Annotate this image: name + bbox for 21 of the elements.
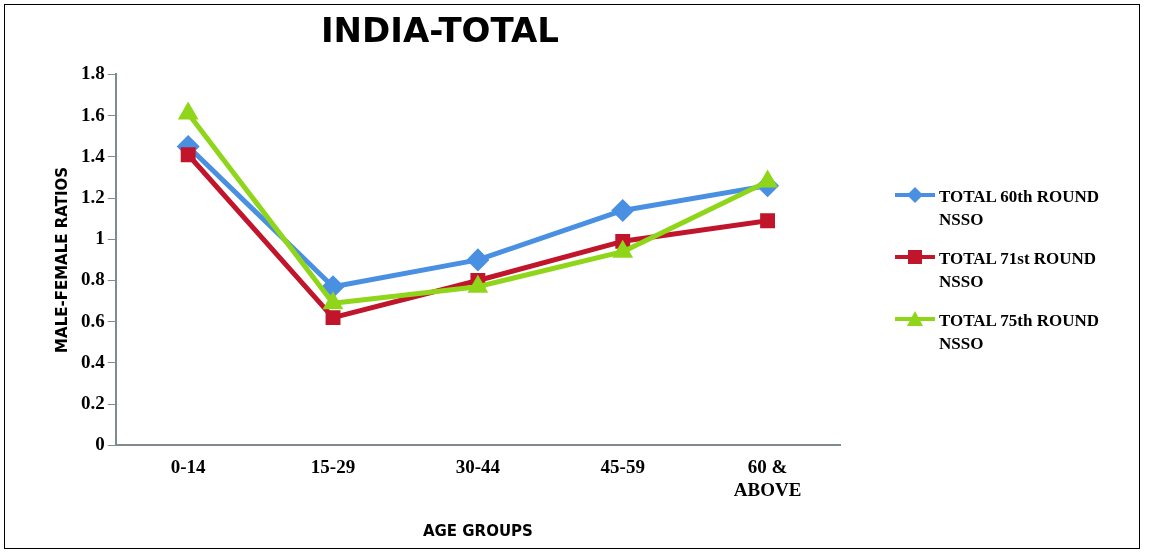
y-tick-label: 0.2 bbox=[81, 392, 105, 414]
y-tick-label: 0 bbox=[95, 433, 105, 455]
chart-title: INDIA-TOTAL bbox=[319, 10, 560, 50]
x-tick-label: 0-14 bbox=[170, 455, 207, 477]
x-axis-title: AGE GROUPS bbox=[422, 521, 533, 540]
x-tick-label: 45-59 bbox=[600, 455, 645, 477]
y-tick-label: 1.8 bbox=[81, 62, 105, 84]
y-axis-title: MALE-FEMALE RATIOS bbox=[52, 166, 71, 353]
y-tick-label: 1.2 bbox=[81, 185, 105, 207]
y-tick-label: 1.6 bbox=[81, 103, 105, 125]
legend-label: TOTAL 71st ROUND NSSO bbox=[939, 248, 1098, 293]
y-tick-label: 1 bbox=[95, 227, 105, 249]
x-tick-label: 30-44 bbox=[455, 455, 501, 477]
legend-label: TOTAL 60th ROUND NSSO bbox=[939, 186, 1100, 231]
y-tick-label: 0.8 bbox=[81, 268, 105, 290]
y-tick-label: 0.4 bbox=[81, 350, 106, 372]
legend-label: TOTAL 75th ROUND NSSO bbox=[939, 310, 1100, 355]
y-tick-label: 0.6 bbox=[81, 309, 105, 331]
x-tick-label: 15-29 bbox=[310, 455, 356, 477]
y-tick-label: 1.4 bbox=[81, 144, 106, 166]
x-tick-label: 60 & ABOVE bbox=[733, 455, 802, 500]
